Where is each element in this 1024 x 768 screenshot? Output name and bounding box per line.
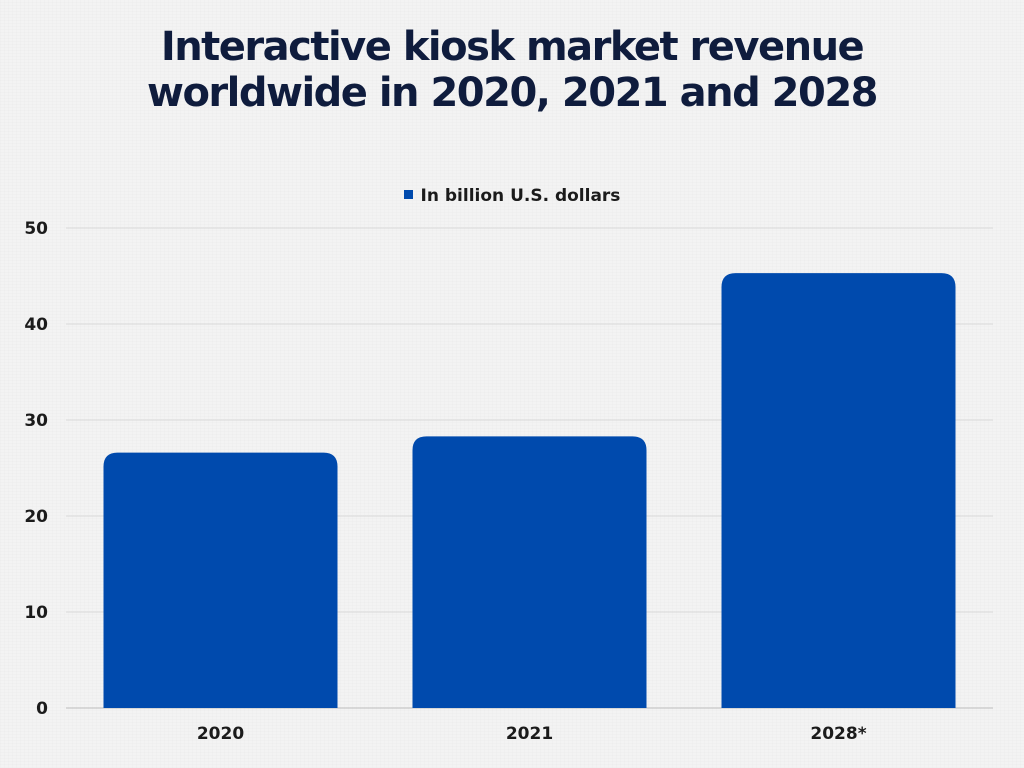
legend-label: In billion U.S. dollars bbox=[420, 186, 621, 206]
x-tick-label: 2021 bbox=[506, 724, 553, 744]
y-tick-label: 10 bbox=[24, 603, 48, 623]
x-tick-label: 2020 bbox=[197, 724, 244, 744]
chart-legend: In billion U.S. dollars bbox=[0, 186, 1024, 206]
legend-swatch bbox=[403, 190, 413, 199]
bar-2021 bbox=[412, 436, 647, 708]
chart-title-line-1: Interactive kiosk market revenue bbox=[160, 24, 865, 70]
bar-2020 bbox=[103, 452, 338, 708]
y-tick-label: 50 bbox=[24, 219, 48, 239]
y-tick-label: 20 bbox=[24, 507, 48, 527]
y-tick-label: 0 bbox=[36, 699, 48, 719]
chart-title: Interactive kiosk market revenue worldwi… bbox=[0, 24, 1024, 116]
y-tick-label: 40 bbox=[24, 315, 48, 335]
chart-title-line-2: worldwide in 2020, 2021 and 2028 bbox=[146, 70, 879, 116]
x-tick-label: 2028* bbox=[810, 724, 866, 744]
bar-2028-projected bbox=[721, 273, 956, 708]
y-tick-label: 30 bbox=[24, 411, 48, 431]
